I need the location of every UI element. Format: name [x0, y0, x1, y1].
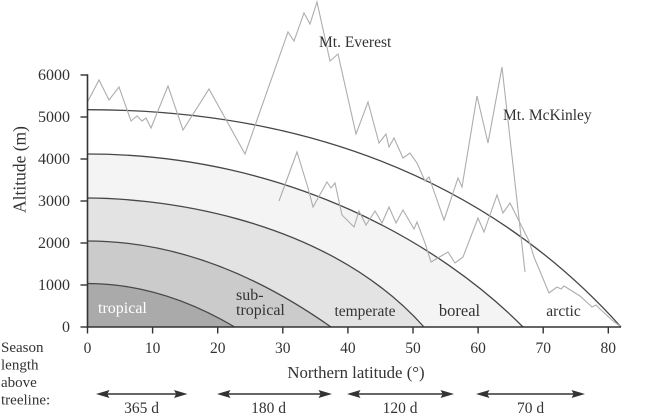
svg-text:80: 80: [601, 340, 617, 357]
svg-text:30: 30: [275, 340, 291, 357]
svg-text:tropical: tropical: [98, 300, 147, 317]
svg-text:2000: 2000: [38, 235, 70, 252]
svg-text:70 d: 70 d: [517, 400, 544, 416]
svg-text:20: 20: [210, 340, 226, 357]
svg-text:Mt. McKinley: Mt. McKinley: [503, 107, 592, 124]
svg-text:0: 0: [84, 340, 92, 357]
svg-text:Altitude (m): Altitude (m): [10, 126, 30, 213]
svg-text:tropical: tropical: [236, 302, 285, 319]
svg-text:above: above: [1, 375, 37, 391]
svg-text:60: 60: [470, 340, 486, 357]
svg-text:1000: 1000: [38, 277, 70, 294]
svg-text:50: 50: [405, 340, 421, 357]
svg-text:arctic: arctic: [546, 303, 581, 320]
svg-text:Season: Season: [1, 340, 44, 356]
svg-text:70: 70: [535, 340, 551, 357]
svg-text:Northern latitude (°): Northern latitude (°): [287, 363, 424, 382]
svg-text:120 d: 120 d: [383, 400, 418, 416]
svg-text:length: length: [1, 358, 39, 374]
svg-text:10: 10: [145, 340, 161, 357]
svg-text:0: 0: [62, 319, 70, 336]
svg-text:40: 40: [340, 340, 356, 357]
svg-text:365 d: 365 d: [124, 400, 159, 416]
svg-text:temperate: temperate: [334, 303, 395, 320]
svg-text:boreal: boreal: [439, 301, 481, 320]
svg-text:180 d: 180 d: [251, 400, 286, 416]
svg-text:sub-: sub-: [236, 287, 264, 304]
svg-text:6000: 6000: [38, 67, 70, 84]
svg-text:4000: 4000: [38, 151, 70, 168]
svg-text:treeline:: treeline:: [1, 393, 50, 409]
svg-text:5000: 5000: [38, 109, 70, 126]
svg-text:3000: 3000: [38, 193, 70, 210]
svg-text:Mt. Everest: Mt. Everest: [319, 34, 392, 51]
